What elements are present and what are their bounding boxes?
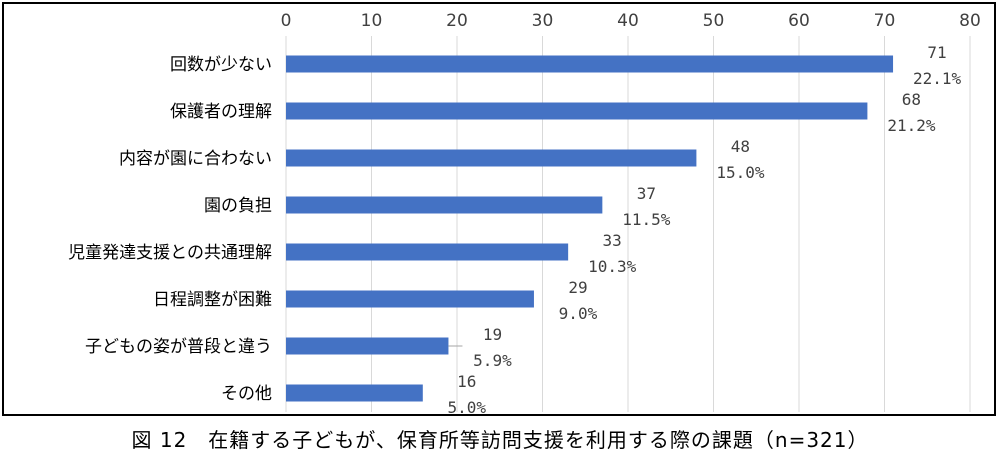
percent-label: 22.1% xyxy=(913,69,962,88)
category-label: 内容が園に合わない xyxy=(119,149,272,169)
percent-label: 9.0% xyxy=(559,304,598,323)
percent-label: 10.3% xyxy=(588,257,637,276)
value-label: 33 xyxy=(603,231,622,250)
value-label: 71 xyxy=(927,43,946,62)
percent-label: 5.0% xyxy=(448,398,487,414)
category-label: 保護者の理解 xyxy=(170,102,272,122)
x-tick-label: 30 xyxy=(532,11,554,31)
category-label: 子どもの姿が普段と違う xyxy=(85,337,272,357)
bar xyxy=(286,149,697,167)
x-axis-ticks: 0 10 20 30 40 50 60 70 80 xyxy=(281,11,981,31)
x-tick-label: 50 xyxy=(703,11,725,31)
value-label: 16 xyxy=(457,372,476,391)
category-label: 園の負担 xyxy=(204,196,272,216)
bars xyxy=(286,55,894,402)
percent-label: 21.2% xyxy=(887,116,936,135)
bar xyxy=(286,55,894,73)
value-label: 48 xyxy=(731,137,750,156)
category-label: 日程調整が困難 xyxy=(153,290,272,310)
value-label: 37 xyxy=(637,184,656,203)
bar-chart: 0 10 20 30 40 50 60 70 80 71 22.1% 68 21.2% 48 15.0% 3… xyxy=(68,11,981,414)
percent-label: 15.0% xyxy=(716,163,765,182)
x-tick-label: 20 xyxy=(446,11,468,31)
x-tick-label: 60 xyxy=(788,11,810,31)
category-labels: 回数が少ない保護者の理解内容が園に合わない園の負担児童発達支援との共通理解日程調… xyxy=(68,55,272,404)
figure-caption: 図 12 在籍する子どもが、保育所等訪問支援を利用する際の課題（n=321） xyxy=(131,428,869,452)
bar xyxy=(286,337,449,355)
category-label: 児童発達支援との共通理解 xyxy=(68,243,272,263)
percent-label: 11.5% xyxy=(622,210,671,229)
bar xyxy=(286,384,423,402)
category-label: その他 xyxy=(221,384,272,404)
value-label: 68 xyxy=(902,90,921,109)
value-label: 29 xyxy=(568,278,587,297)
category-label: 回数が少ない xyxy=(170,55,272,75)
bar xyxy=(286,102,868,120)
data-labels: 71 22.1% 68 21.2% 48 15.0% 37 11.5%33 10.3%29 9.0… xyxy=(448,43,962,414)
percent-label: 5.9% xyxy=(473,351,512,370)
chart-frame: 0 10 20 30 40 50 60 70 80 71 22.1% 68 21.2% 48 15.0% 3… xyxy=(2,2,996,416)
x-tick-label: 80 xyxy=(959,11,981,31)
value-label: 19 xyxy=(483,325,502,344)
bar xyxy=(286,196,603,214)
x-tick-label: 10 xyxy=(361,11,383,31)
x-tick-label: 40 xyxy=(617,11,639,31)
grid-lines xyxy=(285,36,971,412)
bar xyxy=(286,290,534,308)
x-tick-label: 0 xyxy=(281,11,292,31)
bar xyxy=(286,243,569,261)
x-tick-label: 70 xyxy=(874,11,896,31)
